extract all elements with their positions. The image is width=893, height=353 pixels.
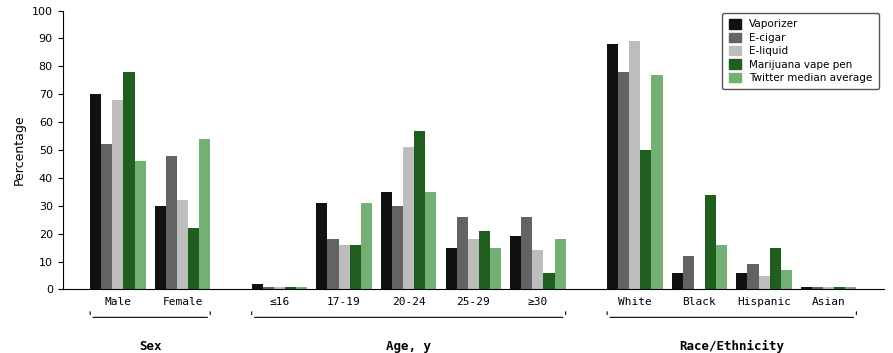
- Bar: [361, 203, 371, 289]
- Bar: [123, 72, 135, 289]
- Bar: [425, 192, 437, 289]
- Bar: [672, 273, 683, 289]
- Bar: [414, 131, 425, 289]
- Text: Sex: Sex: [139, 340, 162, 353]
- Bar: [113, 100, 123, 289]
- Bar: [199, 139, 210, 289]
- Bar: [801, 287, 812, 289]
- Bar: [758, 276, 770, 289]
- Bar: [652, 75, 663, 289]
- Text: Race/Ethnicity: Race/Ethnicity: [680, 340, 784, 353]
- Bar: [490, 248, 501, 289]
- Bar: [101, 144, 113, 289]
- Bar: [177, 200, 188, 289]
- Bar: [834, 287, 846, 289]
- Bar: [154, 206, 166, 289]
- Bar: [296, 287, 307, 289]
- Bar: [188, 228, 199, 289]
- Bar: [381, 192, 392, 289]
- Bar: [846, 287, 856, 289]
- Bar: [770, 248, 780, 289]
- Bar: [630, 41, 640, 289]
- Legend: Vaporizer, E-cigar, E-liquid, Marijuana vape pen, Twitter median average: Vaporizer, E-cigar, E-liquid, Marijuana …: [722, 13, 879, 89]
- Bar: [812, 287, 823, 289]
- Bar: [90, 94, 101, 289]
- Bar: [737, 273, 747, 289]
- Bar: [640, 150, 652, 289]
- Bar: [607, 44, 618, 289]
- Bar: [747, 264, 758, 289]
- Bar: [285, 287, 296, 289]
- Bar: [468, 239, 479, 289]
- Bar: [479, 231, 490, 289]
- Bar: [683, 256, 694, 289]
- Bar: [705, 195, 716, 289]
- Y-axis label: Percentage: Percentage: [13, 115, 26, 185]
- Bar: [544, 273, 555, 289]
- Bar: [349, 245, 361, 289]
- Bar: [263, 287, 274, 289]
- Bar: [716, 245, 727, 289]
- Bar: [532, 250, 544, 289]
- Text: Age, y: Age, y: [386, 340, 431, 353]
- Bar: [555, 239, 565, 289]
- Bar: [166, 156, 177, 289]
- Bar: [446, 248, 456, 289]
- Bar: [274, 287, 285, 289]
- Bar: [780, 270, 792, 289]
- Bar: [135, 161, 146, 289]
- Bar: [252, 284, 263, 289]
- Bar: [316, 203, 328, 289]
- Bar: [328, 239, 338, 289]
- Bar: [392, 206, 403, 289]
- Bar: [456, 217, 468, 289]
- Bar: [403, 147, 414, 289]
- Bar: [618, 72, 630, 289]
- Bar: [510, 237, 522, 289]
- Bar: [522, 217, 532, 289]
- Bar: [338, 245, 349, 289]
- Bar: [823, 287, 834, 289]
